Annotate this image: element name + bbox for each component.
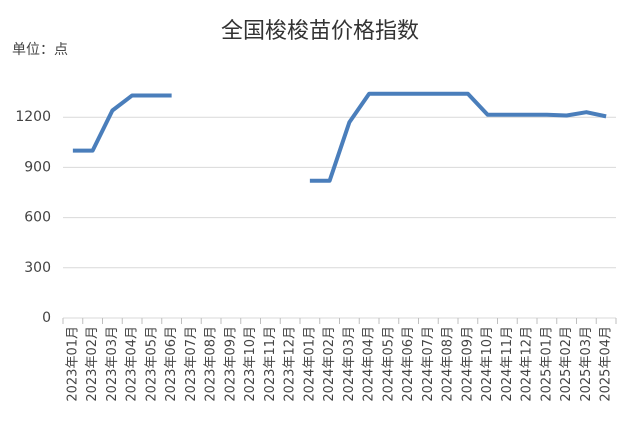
y-tick-label: 0 [42, 310, 51, 326]
y-tick-label: 1200 [15, 109, 51, 125]
x-tick-label: 2023年09月 [223, 326, 238, 402]
x-tick-label: 2024年08月 [441, 326, 456, 402]
x-tick-label: 2024年06月 [401, 326, 416, 402]
x-tick-label: 2024年10月 [480, 326, 495, 402]
x-tick-label: 2023年10月 [243, 326, 258, 402]
x-tick-label: 2024年09月 [460, 326, 475, 402]
x-tick-label: 2023年12月 [283, 326, 298, 402]
x-tick-label: 2023年04月 [125, 326, 140, 402]
x-tick-label: 2023年03月 [105, 326, 120, 402]
x-tick-label: 2023年02月 [85, 326, 100, 402]
x-tick-label: 2023年06月 [164, 326, 179, 402]
x-tick-label: 2024年05月 [381, 326, 396, 402]
y-tick-label: 900 [24, 159, 51, 175]
x-tick-label: 2023年11月 [263, 326, 278, 402]
x-tick-label: 2024年07月 [421, 326, 436, 402]
x-tick-label: 2024年04月 [362, 326, 377, 402]
y-tick-label: 600 [24, 210, 51, 226]
x-tick-label: 2024年02月 [322, 326, 337, 402]
unit-label: 单位：点 [12, 42, 68, 58]
y-tick-label: 300 [24, 260, 51, 276]
x-tick-label: 2024年01月 [302, 326, 317, 402]
x-tick-label: 2025年01月 [539, 326, 554, 402]
x-tick-label: 2024年03月 [342, 326, 357, 402]
x-tick-label: 2023年08月 [204, 326, 219, 402]
line-series [72, 91, 607, 183]
x-tick-label: 2025年04月 [599, 326, 614, 402]
x-tick-label: 2023年05月 [144, 326, 159, 402]
x-tick-label: 2025年03月 [579, 326, 594, 402]
x-tick-label: 2023年01月 [65, 326, 80, 402]
x-tick-label: 2025年02月 [559, 326, 574, 402]
x-tick-label: 2024年12月 [520, 326, 535, 402]
x-tick-label: 2023年07月 [184, 326, 199, 402]
chart-title: 全国梭梭苗价格指数 [221, 19, 419, 44]
x-tick-label: 2024年11月 [500, 326, 515, 402]
